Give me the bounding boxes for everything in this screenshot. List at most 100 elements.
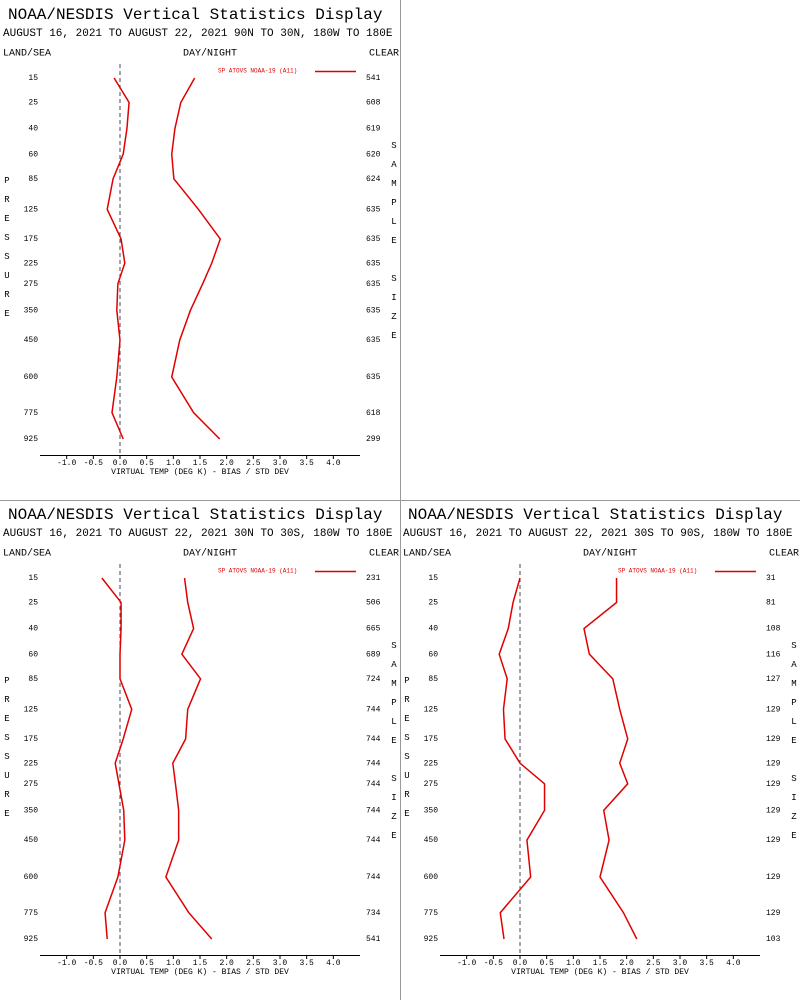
sample-size: 618 bbox=[366, 409, 381, 418]
pressure-label: 275 bbox=[424, 780, 439, 789]
x-tick-label: 0.0 bbox=[113, 459, 128, 468]
sample-size: 744 bbox=[366, 780, 381, 789]
sample-size: 635 bbox=[366, 280, 381, 289]
land-sea-label: LAND/SEA bbox=[403, 548, 451, 560]
title: NOAA/NESDIS Vertical Statistics Display bbox=[8, 506, 383, 524]
day-night-label: DAY/NIGHT bbox=[583, 548, 637, 560]
x-tick-label: 3.5 bbox=[299, 459, 314, 468]
y-axis-label: PRESSURE bbox=[402, 676, 412, 828]
y2-axis-label: SAMPLE SIZE bbox=[789, 641, 799, 850]
pressure-label: 775 bbox=[424, 909, 439, 918]
y2-axis-label: SAMPLE SIZE bbox=[389, 141, 399, 350]
pressure-label: 350 bbox=[424, 806, 439, 815]
title: NOAA/NESDIS Vertical Statistics Display bbox=[8, 6, 383, 24]
x-tick-label: 4.0 bbox=[326, 959, 341, 968]
sample-size: 81 bbox=[766, 599, 776, 608]
x-tick-label: 4.0 bbox=[326, 459, 341, 468]
title: NOAA/NESDIS Vertical Statistics Display bbox=[408, 506, 783, 524]
y-axis-label: PRESSURE bbox=[2, 676, 12, 828]
pressure-label: 25 bbox=[28, 99, 38, 108]
panel: NOAA/NESDIS Vertical Statistics Display A… bbox=[402, 506, 799, 977]
clear-label: CLEAR bbox=[769, 549, 799, 560]
sample-size: 129 bbox=[766, 759, 781, 768]
sample-size: 635 bbox=[366, 259, 381, 268]
y2-axis-label: SAMPLE SIZE bbox=[389, 641, 399, 850]
x-tick-label: -1.0 bbox=[57, 459, 76, 468]
sample-size: 620 bbox=[366, 150, 381, 159]
legend-label: SP ATOVS NOAA-19 (A11) bbox=[218, 68, 297, 75]
pressure-label: 25 bbox=[428, 599, 438, 608]
sample-size: 129 bbox=[766, 909, 781, 918]
sample-size: 231 bbox=[366, 574, 381, 583]
sample-size: 129 bbox=[766, 735, 781, 744]
x-tick-label: 1.0 bbox=[566, 959, 581, 968]
pressure-label: 925 bbox=[24, 935, 39, 944]
pressure-label: 175 bbox=[24, 235, 39, 244]
x-tick-label: 1.0 bbox=[166, 459, 181, 468]
sample-size: 619 bbox=[366, 125, 381, 134]
pressure-label: 175 bbox=[24, 735, 39, 744]
sample-size: 541 bbox=[366, 74, 381, 83]
x-tick-label: 2.5 bbox=[246, 959, 261, 968]
x-tick-label: 0.5 bbox=[539, 959, 554, 968]
pressure-label: 40 bbox=[28, 125, 38, 134]
legend-label: SP ATOVS NOAA-19 (A11) bbox=[218, 568, 297, 575]
sample-size: 116 bbox=[766, 650, 781, 659]
std-dev-line bbox=[583, 578, 638, 940]
land-sea-label: LAND/SEA bbox=[3, 48, 51, 60]
x-tick-label: 1.5 bbox=[593, 959, 608, 968]
std-dev-line bbox=[165, 577, 213, 940]
pressure-label: 125 bbox=[24, 705, 39, 714]
clear-label: CLEAR bbox=[369, 49, 399, 60]
pressure-label: 15 bbox=[28, 574, 38, 583]
sample-size: 724 bbox=[366, 675, 381, 684]
pressure-label: 450 bbox=[24, 836, 39, 845]
x-tick-label: 2.0 bbox=[219, 459, 234, 468]
legend-label: SP ATOVS NOAA-19 (A11) bbox=[618, 568, 697, 575]
pressure-label: 85 bbox=[428, 675, 438, 684]
x-tick-label: 0.0 bbox=[513, 959, 528, 968]
sample-size: 108 bbox=[766, 625, 781, 634]
sample-size: 624 bbox=[366, 175, 381, 184]
x-axis-label: VIRTUAL TEMP (DEG K) - BIAS / STD DEV bbox=[511, 968, 689, 977]
day-night-label: DAY/NIGHT bbox=[183, 548, 237, 560]
sample-size: 635 bbox=[366, 336, 381, 345]
x-tick-label: -0.5 bbox=[84, 459, 103, 468]
x-tick-label: 3.5 bbox=[299, 959, 314, 968]
pressure-label: 60 bbox=[28, 150, 38, 159]
pressure-label: 15 bbox=[28, 74, 38, 83]
bias-line bbox=[106, 77, 130, 440]
pressure-label: 60 bbox=[428, 650, 438, 659]
pressure-label: 600 bbox=[24, 873, 39, 882]
pressure-label: 85 bbox=[28, 175, 38, 184]
sample-size: 129 bbox=[766, 705, 781, 714]
sample-size: 635 bbox=[366, 373, 381, 382]
x-tick-label: 3.0 bbox=[273, 959, 288, 968]
x-axis-label: VIRTUAL TEMP (DEG K) - BIAS / STD DEV bbox=[111, 468, 289, 477]
pressure-label: 925 bbox=[24, 435, 39, 444]
sample-size: 744 bbox=[366, 836, 381, 845]
sample-size: 744 bbox=[366, 759, 381, 768]
x-tick-label: 3.5 bbox=[699, 959, 714, 968]
sample-size: 635 bbox=[366, 205, 381, 214]
subtitle: AUGUST 16, 2021 TO AUGUST 22, 2021 30S T… bbox=[403, 528, 793, 540]
x-tick-label: 0.5 bbox=[139, 459, 154, 468]
x-tick-label: 0.5 bbox=[139, 959, 154, 968]
x-tick-label: -1.0 bbox=[57, 959, 76, 968]
subtitle: AUGUST 16, 2021 TO AUGUST 22, 2021 90N T… bbox=[3, 28, 393, 40]
pressure-label: 125 bbox=[24, 205, 39, 214]
x-tick-label: 3.0 bbox=[273, 459, 288, 468]
pressure-label: 450 bbox=[424, 836, 439, 845]
day-night-label: DAY/NIGHT bbox=[183, 48, 237, 60]
pressure-label: 25 bbox=[28, 599, 38, 608]
pressure-label: 350 bbox=[24, 306, 39, 315]
x-tick-label: 0.0 bbox=[113, 959, 128, 968]
panel: NOAA/NESDIS Vertical Statistics Display A… bbox=[2, 506, 399, 977]
x-tick-label: 1.5 bbox=[193, 459, 208, 468]
sample-size: 744 bbox=[366, 873, 381, 882]
sample-size: 103 bbox=[766, 935, 781, 944]
x-tick-label: 2.5 bbox=[646, 959, 661, 968]
pressure-label: 925 bbox=[424, 935, 439, 944]
sample-size: 689 bbox=[366, 650, 381, 659]
